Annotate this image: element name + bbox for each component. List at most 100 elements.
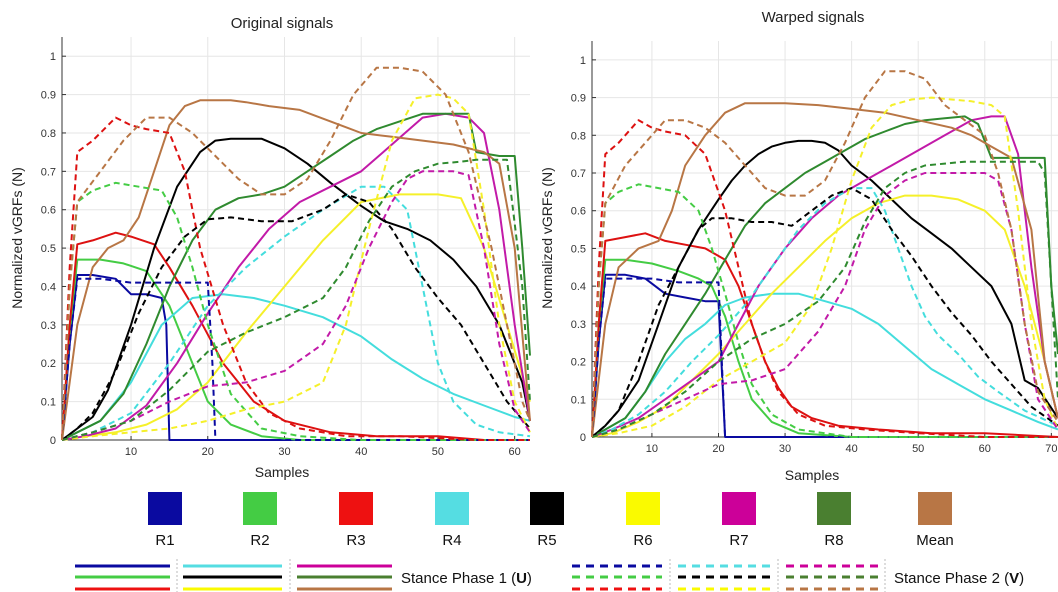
x-tick-label: 60: [979, 443, 991, 455]
series-line-r5-phase2: [591, 187, 1058, 438]
legend: R1 R2 R3 R4 R5 R6 R7 R8 Mean Stance Phase 1 (U) …: [75, 492, 1024, 592]
series-line-r1-phase2: [61, 277, 530, 441]
series-line-mean-phase2: [591, 70, 1058, 438]
series-line-r8-phase1: [61, 112, 531, 441]
x-tick-label: 60: [509, 446, 521, 458]
legend-swatch-label: Mean: [916, 532, 954, 549]
y-tick-label: 0.6: [571, 206, 586, 218]
legend-swatch-label: R3: [346, 532, 365, 549]
series-line-r4-phase2: [591, 187, 1058, 438]
series-line-r5-phase1: [591, 139, 1058, 438]
x-tick-label: 10: [646, 443, 658, 455]
x-tick-label: 20: [712, 443, 724, 455]
series-line-r7-phase1: [61, 112, 531, 441]
series-lines: [591, 70, 1058, 438]
original-signals-chart: Original signals Samples Normalized vGRF…: [9, 15, 531, 480]
series-line-mean-phase1: [61, 99, 531, 441]
y-tick-label: 0.5: [571, 243, 586, 255]
x-tick-label: 40: [846, 443, 858, 455]
legend-swatch-r7: [722, 492, 756, 525]
series-line-r2-phase1: [591, 258, 1058, 438]
series-line-mean-phase2: [61, 66, 531, 441]
y-tick-label: 0.4: [41, 281, 56, 293]
series-line-r2-phase2: [591, 183, 1058, 438]
series-line-r3-phase2: [61, 116, 530, 441]
stance-phase-1-line-key: [75, 564, 392, 591]
y-tick-label: 0.2: [571, 357, 586, 369]
y-tick-label: 0.3: [571, 319, 586, 331]
x-tick-label: 30: [779, 443, 791, 455]
x-axis-label: Samples: [785, 467, 839, 483]
series-line-r6-phase1: [61, 193, 531, 441]
x-axis-label: Samples: [255, 464, 309, 480]
y-tick-label: 0.5: [41, 243, 56, 255]
y-tick-label: 0.9: [41, 90, 56, 102]
y-tick-label: 0.1: [41, 397, 56, 409]
legend-swatch-r2: [243, 492, 277, 525]
legend-swatch-label: R8: [824, 532, 843, 549]
x-tick-label: 10: [125, 446, 137, 458]
legend-swatch-label: R7: [729, 532, 748, 549]
series-line-r8-phase2: [591, 160, 1058, 438]
y-tick-label: 0.8: [571, 130, 586, 142]
y-axis-label: Normalized vGRFs (N): [539, 167, 555, 309]
stance-phase-2-label: Stance Phase 2 (V): [894, 570, 1024, 587]
series-lines: [61, 66, 531, 441]
legend-swatch-r4: [435, 492, 469, 525]
y-tick-label: 1: [580, 55, 586, 67]
y-tick-label: 0.8: [41, 128, 56, 140]
series-line-r5-phase1: [61, 137, 531, 441]
series-line-r8-phase2: [61, 158, 531, 441]
series-line-r4-phase1: [591, 292, 1058, 438]
y-tick-label: 1: [50, 51, 56, 63]
legend-swatch-r8: [817, 492, 851, 525]
series-line-r6-phase2: [591, 96, 1058, 438]
y-tick-label: 0.7: [571, 168, 586, 180]
series-line-mean-phase1: [591, 102, 1058, 438]
chart-title: Warped signals: [762, 9, 865, 26]
x-tick-label: 50: [912, 443, 924, 455]
legend-swatch-label: R4: [442, 532, 461, 549]
series-line-r2-phase2: [61, 181, 530, 441]
y-axis-label: Normalized vGRFs (N): [9, 167, 25, 309]
x-tick-label: 20: [202, 446, 214, 458]
y-tick-label: 0.7: [41, 166, 56, 178]
legend-swatch-label: R5: [537, 532, 556, 549]
chart-title: Original signals: [231, 15, 334, 32]
legend-swatch-r3: [339, 492, 373, 525]
y-tick-label: 0.4: [571, 281, 586, 293]
series-line-r3-phase1: [61, 231, 530, 441]
color-swatch-legend: R1 R2 R3 R4 R5 R6 R7 R8 Mean: [148, 492, 954, 549]
series-line-r3-phase2: [591, 119, 1058, 438]
warped-signals-chart: Warped signals Samples Normalized vGRFs …: [539, 9, 1058, 483]
y-tick-label: 0.9: [571, 93, 586, 105]
y-tick-label: 0.1: [571, 394, 586, 406]
y-tick-label: 0.6: [41, 205, 56, 217]
series-line-r8-phase1: [591, 115, 1058, 438]
y-tick-label: 0.2: [41, 358, 56, 370]
legend-swatch-label: R6: [633, 532, 652, 549]
y-tick-label: 0: [50, 435, 56, 447]
y-tick-label: 0.3: [41, 320, 56, 332]
series-line-r5-phase2: [61, 193, 531, 441]
x-tick-label: 70: [1045, 443, 1057, 455]
series-line-r4-phase2: [61, 185, 531, 441]
legend-swatch-r1: [148, 492, 182, 525]
stance-phase-1-label: Stance Phase 1 (U): [401, 570, 532, 587]
x-tick-label: 40: [355, 446, 367, 458]
legend-swatch-r6: [626, 492, 660, 525]
x-tick-label: 30: [278, 446, 290, 458]
y-tick-label: 0: [580, 432, 586, 444]
legend-swatch-mean: [918, 492, 952, 525]
series-line-r4-phase1: [61, 293, 531, 441]
legend-swatch-r5: [530, 492, 564, 525]
series-line-r7-phase1: [591, 115, 1058, 438]
series-line-r1-phase2: [591, 277, 1058, 438]
x-tick-label: 50: [432, 446, 444, 458]
series-line-r7-phase2: [61, 170, 531, 441]
stance-phase-2-line-key: [572, 564, 880, 591]
legend-swatch-label: R1: [155, 532, 174, 549]
legend-swatch-label: R2: [250, 532, 269, 549]
series-line-r3-phase1: [591, 232, 1058, 438]
